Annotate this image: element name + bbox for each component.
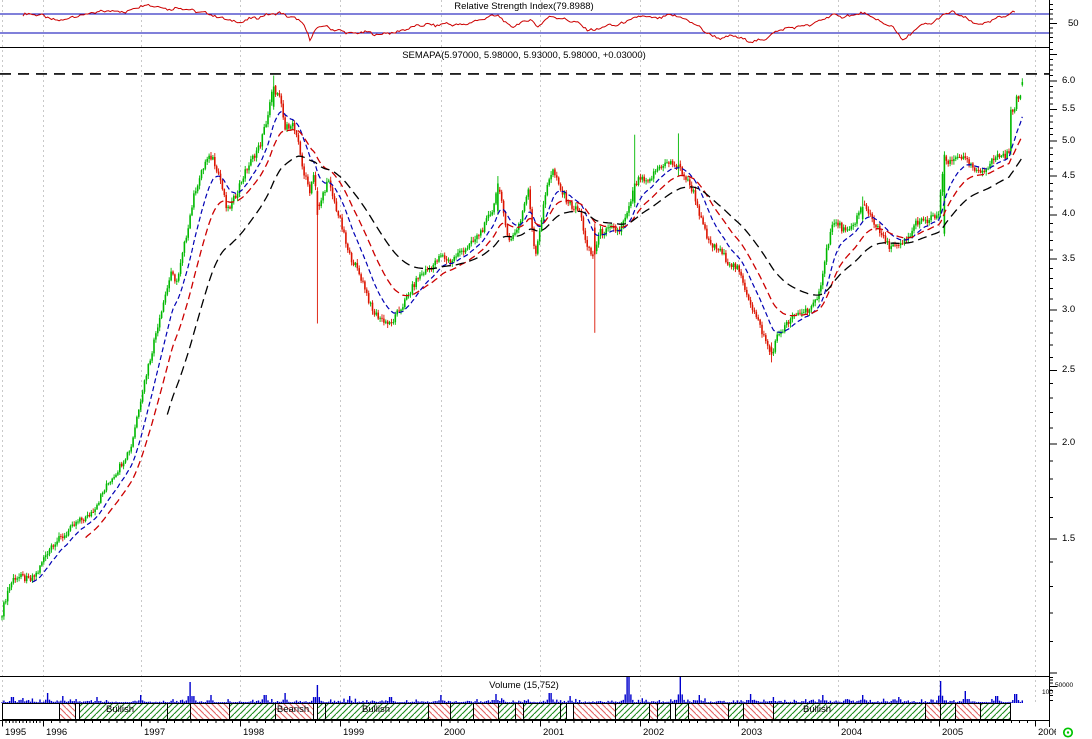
- moving-averages: [32, 110, 1023, 583]
- rsi-panel: [0, 3, 1049, 44]
- price-panel-title: SEMAPA(5.97000, 5.98000, 5.93000, 5.9800…: [402, 50, 646, 61]
- volume-panel: [1, 677, 1023, 703]
- rsi-panel-title: Relative Strength Index(79.8988): [454, 1, 594, 12]
- green-status-circle-icon: [1062, 727, 1074, 738]
- volume-panel-title: Volume (15,752): [489, 680, 559, 691]
- y-axis: [1049, 0, 1057, 727]
- ema-medium: [85, 128, 1023, 539]
- candles: [1, 75, 1024, 621]
- ema-slow: [166, 155, 1023, 415]
- x-axis: [0, 720, 1049, 727]
- panel-separators: [0, 47, 1049, 677]
- ema-fast: [32, 110, 1023, 583]
- trend-ribbon: [2, 703, 1011, 720]
- year-gridlines: [2, 0, 1036, 702]
